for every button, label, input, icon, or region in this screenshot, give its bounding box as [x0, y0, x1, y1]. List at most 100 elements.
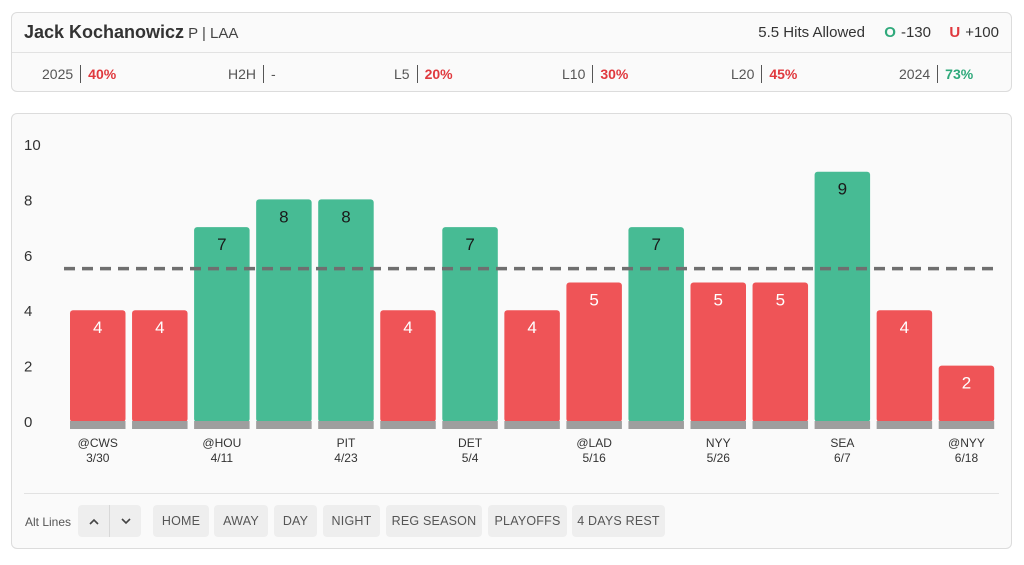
y-tick-label: 8 — [24, 192, 32, 209]
bar-base — [938, 421, 995, 429]
game-log-chart-card: 0 2 4 6 8 10 4 4 7 8 8 4 7 4 5 7 5 5 9 4 2 @CWS 3/30 @HOU 4/11 PI… — [11, 113, 1012, 549]
header-top-row: Jack Kochanowicz P | LAA 5.5 Hits Allowed… — [12, 13, 1011, 53]
bar-value-label: 4 — [403, 318, 412, 337]
bar — [876, 310, 933, 422]
chevron-up-icon — [88, 518, 99, 525]
bar-value-label: 7 — [651, 235, 660, 254]
bar — [194, 227, 250, 422]
bar-value-label: 5 — [714, 291, 723, 310]
x-tick-opponent: PIT — [337, 436, 356, 450]
bar — [938, 365, 995, 422]
player-name: Jack Kochanowicz P | LAA — [24, 22, 239, 42]
bar-base — [566, 421, 622, 429]
stat-l10: L10 30% — [562, 65, 629, 83]
over-label: O — [884, 24, 896, 41]
bar-base — [70, 421, 126, 429]
bar-base — [814, 421, 871, 429]
y-tick-label: 10 — [24, 137, 41, 154]
bar-base — [628, 421, 684, 429]
bar — [504, 310, 560, 422]
x-tick-opponent: @CWS — [78, 436, 118, 450]
y-tick-label: 4 — [24, 303, 32, 320]
x-tick-opponent: @NYY — [948, 436, 985, 450]
bar — [628, 227, 684, 422]
bar-base — [380, 421, 436, 429]
x-tick-opponent: NYY — [706, 436, 731, 450]
bar — [256, 199, 312, 422]
bar — [566, 282, 622, 422]
x-tick-date: 6/18 — [955, 451, 979, 465]
prop-line: 5.5 Hits Allowed — [758, 24, 865, 41]
player-header-card: Jack Kochanowicz P | LAA 5.5 Hits Allowed… — [11, 12, 1012, 92]
filter-reg-season-button[interactable]: REG SEASON — [386, 505, 482, 537]
x-tick-opponent: @HOU — [202, 436, 241, 450]
stat-h2h: H2H - — [228, 65, 276, 83]
bar-value-label: 5 — [776, 291, 785, 310]
y-tick-label: 6 — [24, 248, 32, 265]
y-tick-label: 2 — [24, 359, 32, 376]
bar — [752, 282, 809, 422]
under-label: U — [949, 24, 961, 41]
x-tick-date: 4/11 — [211, 451, 234, 465]
bar-base — [194, 421, 250, 429]
hit-rate-stats-row: 2025 40% H2H - L5 20% L10 30% L20 45% 2024 73% — [12, 53, 1011, 93]
y-tick-label: 0 — [24, 414, 32, 431]
bar-value-label: 8 — [341, 207, 350, 226]
stat-l5: L5 20% — [394, 65, 453, 83]
bar — [132, 310, 188, 422]
stat-2025: 2025 40% — [42, 65, 117, 83]
alt-lines-label: Alt Lines — [25, 515, 72, 529]
bar-value-label: 9 — [838, 180, 847, 199]
bar-value-label: 8 — [279, 207, 288, 226]
bar-value-label: 4 — [155, 318, 164, 337]
bar-value-label: 7 — [465, 235, 474, 254]
player-meta: P | LAA — [188, 25, 239, 42]
bar-value-label: 7 — [217, 235, 226, 254]
x-tick-opponent: @LAD — [576, 436, 612, 450]
filter-night-button[interactable]: NIGHT — [323, 505, 380, 537]
bar-value-label: 2 — [962, 374, 971, 393]
filter-away-button[interactable]: AWAY — [214, 505, 268, 537]
bar-value-label: 4 — [527, 318, 536, 337]
bar-base — [504, 421, 560, 429]
bar-value-label: 5 — [589, 291, 598, 310]
bar — [690, 282, 746, 422]
x-tick-date: 6/7 — [834, 451, 851, 465]
filter-playoffs-button[interactable]: PLAYOFFS — [488, 505, 567, 537]
bar — [318, 199, 374, 422]
bar — [70, 310, 126, 422]
x-tick-date: 5/16 — [582, 451, 606, 465]
under-odds-value: +100 — [965, 24, 999, 41]
x-tick-date: 5/26 — [707, 451, 731, 465]
bar-base — [318, 421, 374, 429]
stat-l20: L20 45% — [731, 65, 798, 83]
under-odds[interactable]: U +100 — [949, 24, 999, 41]
x-tick-opponent: SEA — [830, 436, 854, 450]
bar-base — [690, 421, 746, 429]
bar-value-label: 4 — [93, 318, 102, 337]
bar-value-label: 4 — [900, 318, 909, 337]
chevron-down-icon — [120, 517, 131, 524]
alt-line-down-button[interactable] — [109, 505, 141, 537]
over-odds[interactable]: O -130 — [884, 24, 931, 41]
x-tick-opponent: DET — [458, 436, 483, 450]
x-tick-date: 5/4 — [462, 451, 479, 465]
x-tick-date: 4/23 — [334, 451, 358, 465]
bar — [380, 310, 436, 422]
bar-base — [876, 421, 933, 429]
footer-divider — [24, 493, 999, 494]
bar — [814, 171, 871, 422]
stat-2024: 2024 73% — [899, 65, 974, 83]
filter-4-days-rest-button[interactable]: 4 DAYS REST — [572, 505, 665, 537]
filter-home-button[interactable]: HOME — [153, 505, 209, 537]
bar-base — [256, 421, 312, 429]
alt-lines-stepper — [78, 505, 141, 537]
alt-line-up-button[interactable] — [78, 505, 109, 537]
filter-day-button[interactable]: DAY — [274, 505, 317, 537]
bar-base — [442, 421, 498, 429]
x-tick-date: 3/30 — [86, 451, 110, 465]
bar — [442, 227, 498, 422]
bar-base — [752, 421, 809, 429]
bar-base — [132, 421, 188, 429]
over-odds-value: -130 — [900, 24, 931, 41]
